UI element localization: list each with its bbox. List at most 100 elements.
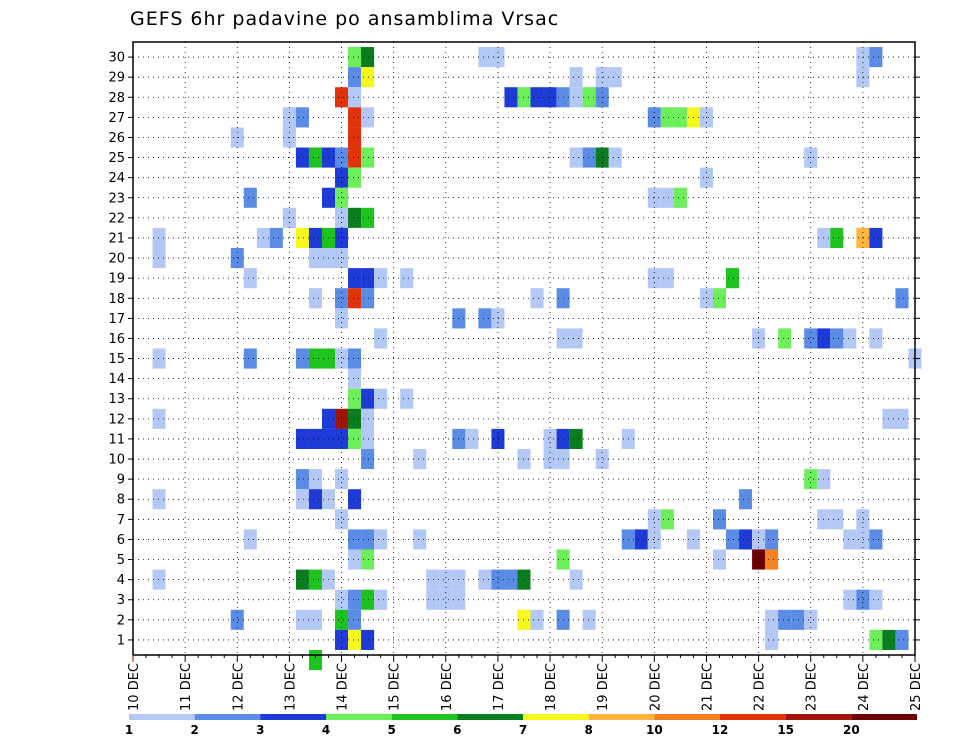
heatmap-cell xyxy=(361,147,375,168)
x-tick-label: 13 DEC xyxy=(283,663,298,711)
colorbar: 1 2 3 4 5 6 7 8 10 12 15 20 xyxy=(125,714,917,737)
heatmap-cell xyxy=(569,569,583,590)
heatmap-cell xyxy=(856,529,870,550)
heatmap-cell xyxy=(348,408,362,429)
y-tick-label: 2 xyxy=(117,613,125,628)
heatmap-cell xyxy=(348,629,362,650)
heatmap-cell xyxy=(413,529,427,550)
heatmap-cell xyxy=(582,87,596,108)
heatmap-cell xyxy=(504,87,518,108)
heatmap-cell xyxy=(465,428,479,449)
heatmap-cell xyxy=(308,227,322,249)
heatmap-cell xyxy=(308,288,322,309)
y-tick-label: 3 xyxy=(117,593,125,608)
colorbar-label: 12 xyxy=(712,723,729,737)
heatmap-cell xyxy=(335,348,349,369)
heatmap-cell xyxy=(348,388,362,409)
heatmap-cell xyxy=(843,589,857,610)
colorbar-swatch xyxy=(523,714,589,720)
heatmap-cell xyxy=(647,268,661,289)
heatmap-cell xyxy=(569,87,583,108)
heatmap-cell xyxy=(152,248,166,269)
heatmap-cell xyxy=(348,268,362,289)
heatmap-cell xyxy=(335,469,349,490)
heatmap-cell xyxy=(426,569,440,590)
heatmap-cell xyxy=(243,268,257,289)
heatmap-cell xyxy=(295,428,309,449)
heatmap-cell xyxy=(778,328,792,349)
heatmap-cell xyxy=(348,489,362,510)
colorbar-label: 5 xyxy=(387,723,395,737)
y-tick-label: 29 xyxy=(108,71,125,86)
y-tick-label: 14 xyxy=(108,372,125,387)
heatmap-cell xyxy=(543,428,557,449)
colorbar-swatch xyxy=(194,714,261,720)
colorbar-swatch xyxy=(654,714,720,720)
x-tick-label: 24 DEC xyxy=(857,663,872,711)
heatmap-cell xyxy=(308,489,322,510)
heatmap-cell xyxy=(308,428,322,449)
heatmap-cell xyxy=(348,167,362,188)
heatmap-cell xyxy=(348,127,362,148)
colorbar-swatch xyxy=(785,714,852,720)
heatmap-cell xyxy=(348,107,362,128)
colorbar-label: 8 xyxy=(584,723,592,737)
colorbar-label: 4 xyxy=(322,723,330,737)
heatmap-cell xyxy=(608,67,622,88)
heatmap-cell xyxy=(295,348,309,369)
colorbar-swatch xyxy=(391,714,458,720)
heatmap-cell xyxy=(856,589,870,610)
y-tick-label: 23 xyxy=(108,191,125,206)
y-tick-label: 20 xyxy=(108,252,125,267)
heatmap-cell xyxy=(739,489,753,510)
x-tick-label: 20 DEC xyxy=(648,663,663,711)
heatmap-cell xyxy=(308,469,322,490)
heatmap-cell xyxy=(595,448,609,470)
heatmap-cell xyxy=(869,328,883,349)
colorbar-swatch xyxy=(457,714,523,720)
heatmap-cell xyxy=(335,629,349,650)
x-tick-label: 22 DEC xyxy=(753,663,768,711)
y-tick-label: 5 xyxy=(117,553,125,568)
heatmap-cell xyxy=(869,589,883,610)
heatmap-cell xyxy=(348,147,362,168)
heatmap-cell xyxy=(804,328,818,349)
heatmap-cell xyxy=(582,147,596,168)
heatmap-cell xyxy=(295,569,309,590)
heatmap-cell xyxy=(348,288,362,309)
x-tick-label: 12 DEC xyxy=(231,663,246,711)
y-tick-label: 6 xyxy=(117,533,125,548)
y-tick-label: 1 xyxy=(117,633,125,648)
heatmap-cell xyxy=(804,469,818,490)
x-tick-label: 23 DEC xyxy=(805,663,820,711)
heatmap-cell xyxy=(856,509,870,530)
heatmap-cell xyxy=(348,609,362,630)
heatmap-cell xyxy=(895,288,909,309)
heatmap-cell xyxy=(660,509,674,530)
heatmap-cell xyxy=(335,288,349,309)
colorbar-label: 20 xyxy=(843,723,860,737)
heatmap-cell xyxy=(295,609,309,630)
y-tick-label: 21 xyxy=(108,231,125,246)
heatmap-cell xyxy=(843,529,857,550)
colorbar-swatch xyxy=(851,714,917,720)
colorbar-label: 10 xyxy=(646,723,663,737)
heatmap-cell xyxy=(778,609,792,630)
heatmap-cell xyxy=(569,147,583,168)
y-tick-label: 30 xyxy=(108,51,125,66)
heatmap-cell xyxy=(791,609,805,630)
heatmap-cell xyxy=(765,609,779,630)
y-tick-label: 9 xyxy=(117,473,125,488)
heatmap-cell xyxy=(400,388,414,409)
heatmap-cell xyxy=(348,368,362,389)
x-tick-label: 21 DEC xyxy=(700,663,715,711)
colorbar-label: 15 xyxy=(777,723,794,737)
heatmap-cell xyxy=(295,107,309,128)
heatmap-cell xyxy=(504,569,518,590)
heatmap-cell xyxy=(348,87,362,108)
heatmap-cell xyxy=(361,388,375,409)
heatmap-cell xyxy=(699,288,713,309)
heatmap-cell xyxy=(243,348,257,369)
heatmap-cell xyxy=(491,308,505,329)
